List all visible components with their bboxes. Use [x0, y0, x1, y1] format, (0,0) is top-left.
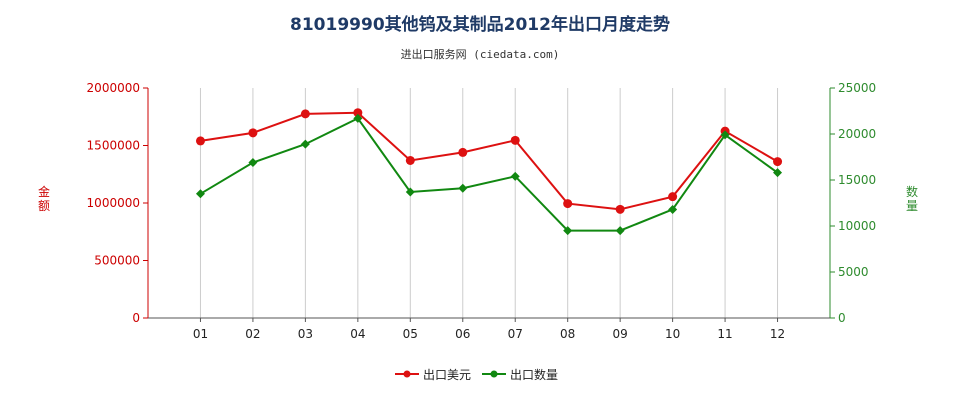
x-tick-label: 07 [508, 327, 523, 341]
data-point-usd [563, 199, 573, 209]
y-right-tick-label: 20000 [838, 127, 876, 141]
y-left-tick-label: 1500000 [87, 139, 140, 153]
y-left-tick-label: 500000 [94, 254, 140, 268]
y-right-tick-label: 0 [838, 311, 846, 325]
x-tick-label: 02 [245, 327, 260, 341]
data-point-usd [300, 109, 310, 119]
data-point-quantity [563, 226, 573, 236]
data-point-quantity [773, 168, 783, 178]
x-tick-label: 04 [350, 327, 365, 341]
data-point-usd [773, 157, 783, 167]
legend-label-quantity: 出口数量 [510, 367, 559, 382]
data-point-quantity [720, 130, 730, 140]
y-left-tick-label: 0 [132, 311, 140, 325]
data-point-usd [458, 147, 468, 157]
legend-marker-quantity [482, 370, 506, 378]
x-tick-label: 06 [455, 327, 470, 341]
x-tick-label: 01 [193, 327, 208, 341]
y-right-tick-label: 10000 [838, 219, 876, 233]
legend-item-usd[interactable]: 出口美元 [395, 366, 471, 382]
legend-label-usd: 出口美元 [423, 367, 472, 382]
data-point-quantity [615, 226, 625, 236]
data-point-usd [668, 192, 678, 202]
x-tick-label: 10 [665, 327, 680, 341]
data-point-quantity [458, 183, 468, 193]
y-right-tick-label: 5000 [838, 265, 869, 279]
series-line-quantity [199, 117, 779, 232]
chart-title: 81019990其他钨及其制品2012年出口月度走势 [290, 15, 670, 35]
y-right-tick-label: 25000 [838, 81, 876, 95]
data-point-usd [195, 136, 205, 146]
legend-marker-usd [395, 370, 419, 378]
data-point-usd [405, 155, 415, 165]
y-right-axis-title: 数量 [906, 184, 918, 213]
data-point-quantity [195, 189, 205, 199]
y-left-tick-label: 2000000 [87, 81, 140, 95]
series-line-usd [200, 111, 779, 211]
x-tick-label: 05 [403, 327, 418, 341]
data-point-quantity [353, 113, 363, 123]
data-point-quantity [405, 187, 415, 197]
legend-item-quantity[interactable]: 出口数量 [482, 366, 558, 382]
x-tick-label: 08 [560, 327, 575, 341]
x-tick-label: 12 [770, 327, 785, 341]
chart-subtitle: 进出口服务网 (ciedata.com) [400, 48, 560, 61]
x-tick-label: 09 [613, 327, 628, 341]
data-point-usd [248, 128, 258, 138]
y-right-tick-label: 15000 [838, 173, 876, 187]
data-point-quantity [510, 171, 520, 181]
data-point-usd [353, 108, 363, 118]
data-point-usd [615, 204, 625, 214]
data-point-usd [510, 135, 520, 145]
data-point-quantity [248, 158, 258, 168]
y-left-axis-title: 金额 [38, 184, 50, 213]
x-tick-label: 03 [298, 327, 313, 341]
x-tick-label: 11 [717, 327, 732, 341]
data-point-quantity [668, 204, 678, 214]
data-point-quantity [300, 139, 310, 149]
y-left-tick-label: 1000000 [87, 196, 140, 210]
